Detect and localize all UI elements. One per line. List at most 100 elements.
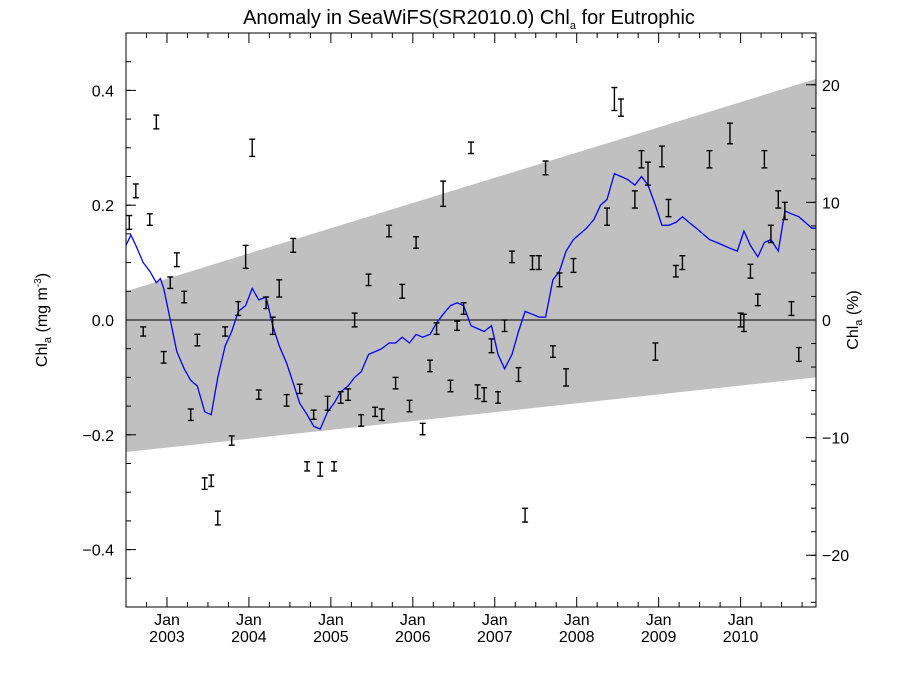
errorbar-point [296, 383, 303, 395]
errorbar-point [767, 224, 774, 244]
errorbar-point [679, 255, 686, 271]
x-tick-year-label: 2005 [313, 629, 349, 646]
errorbar-point [658, 145, 665, 168]
line-layer [125, 172, 816, 430]
errorbar-point [522, 507, 529, 523]
y2-tick-label: 0 [822, 313, 831, 330]
errorbar-point [208, 474, 215, 488]
x-tick-year-label: 2004 [231, 629, 267, 646]
errorbar-point [529, 255, 536, 271]
x-tick-year-label: 2006 [395, 629, 431, 646]
errorbar-point [652, 342, 659, 361]
errorbar-point [242, 244, 249, 270]
errorbar-point [474, 384, 481, 400]
errorbar-point [542, 160, 549, 176]
errorbar-point [508, 250, 515, 264]
x-tick-month-label: Jan [400, 612, 426, 629]
x-tick-month-label: Jan [236, 612, 262, 629]
ticks-layer: 0.40.20.0−0.2−0.420100−10−20Jan2003Jan20… [82, 32, 849, 646]
errorbar-point [140, 326, 147, 337]
errorbar-point [737, 312, 744, 328]
x-tick-month-label: Jan [318, 612, 344, 629]
errorbar-point [317, 461, 324, 477]
x-tick-year-label: 2007 [477, 629, 513, 646]
errorbar-layer [126, 86, 802, 526]
errorbar-point [611, 86, 618, 112]
errorbar-point [747, 263, 754, 279]
errorbar-point [413, 236, 420, 249]
errorbar-point [447, 379, 454, 393]
errorbar-point [337, 391, 344, 404]
errorbar-point [440, 180, 447, 208]
errorbar-point [460, 302, 467, 315]
y-tick-label: −0.4 [82, 543, 114, 560]
x-tick-month-label: Jan [564, 612, 590, 629]
errorbar-point [761, 149, 768, 169]
errorbar-point [419, 422, 426, 436]
errorbar-point [726, 122, 733, 145]
errorbar-point [754, 293, 761, 307]
errorbar-point [399, 283, 406, 299]
y-tick-label: 0.2 [92, 198, 114, 215]
errorbar-point [222, 326, 229, 337]
errorbar-point [153, 114, 160, 130]
errorbar-point [672, 264, 679, 278]
y2-tick-label: −20 [822, 548, 849, 565]
errorbar-point [781, 201, 788, 221]
errorbar-point [604, 207, 611, 226]
errorbar-point [488, 338, 495, 354]
errorbar-point [269, 316, 276, 336]
errorbar-point [249, 138, 256, 158]
x-tick-month-label: Jan [728, 612, 754, 629]
errorbar-point [358, 414, 365, 427]
x-tick-year-label: 2010 [723, 629, 759, 646]
errorbar-point [372, 406, 379, 418]
smoothed-series-line [125, 172, 816, 430]
errorbar-point [433, 322, 440, 336]
errorbar-point [549, 345, 556, 359]
errorbar-point [617, 98, 624, 117]
errorbar-point [276, 279, 283, 298]
x-tick-year-label: 2008 [559, 629, 595, 646]
errorbar-point [536, 255, 543, 271]
errorbar-point [570, 257, 577, 274]
errorbar-point [181, 290, 188, 304]
errorbar-point [454, 320, 461, 332]
errorbar-point [365, 273, 372, 287]
errorbar-point [638, 149, 645, 169]
errorbar-point [228, 435, 235, 446]
errorbar-point [235, 300, 242, 317]
errorbar-point [351, 312, 358, 328]
y2-tick-label: 20 [822, 78, 840, 95]
errorbar-point [392, 376, 399, 390]
errorbar-point [665, 198, 672, 218]
y-tick-label: 0.4 [92, 83, 114, 100]
errorbar-point [406, 399, 413, 413]
x-tick-year-label: 2003 [149, 629, 185, 646]
x-tick-month-label: Jan [154, 612, 180, 629]
errorbar-point [290, 237, 297, 253]
y-tick-label: 0.0 [92, 313, 114, 330]
errorbar-point [515, 366, 522, 383]
chart-title: Anomaly in SeaWiFS(SR2010.0) Chla for Eu… [243, 7, 695, 32]
errorbar-point [788, 300, 795, 317]
x-tick-month-label: Jan [646, 612, 672, 629]
errorbar-point [173, 252, 180, 268]
errorbar-point [775, 190, 782, 209]
errorbar-point [481, 387, 488, 403]
errorbar-point [631, 190, 638, 209]
errorbar-point [563, 368, 570, 387]
errorbar-point [706, 149, 713, 169]
errorbar-point [501, 319, 508, 333]
x-tick-month-label: Jan [482, 612, 508, 629]
errorbar-point [378, 408, 385, 422]
y2-tick-label: −10 [822, 431, 849, 448]
errorbar-point [263, 296, 270, 310]
errorbar-point [283, 393, 290, 407]
errorbar-point [795, 346, 802, 363]
errorbar-point [740, 313, 747, 333]
y-tick-label: −0.2 [82, 428, 114, 445]
errorbar-point [331, 461, 338, 472]
errorbar-point [310, 409, 317, 421]
